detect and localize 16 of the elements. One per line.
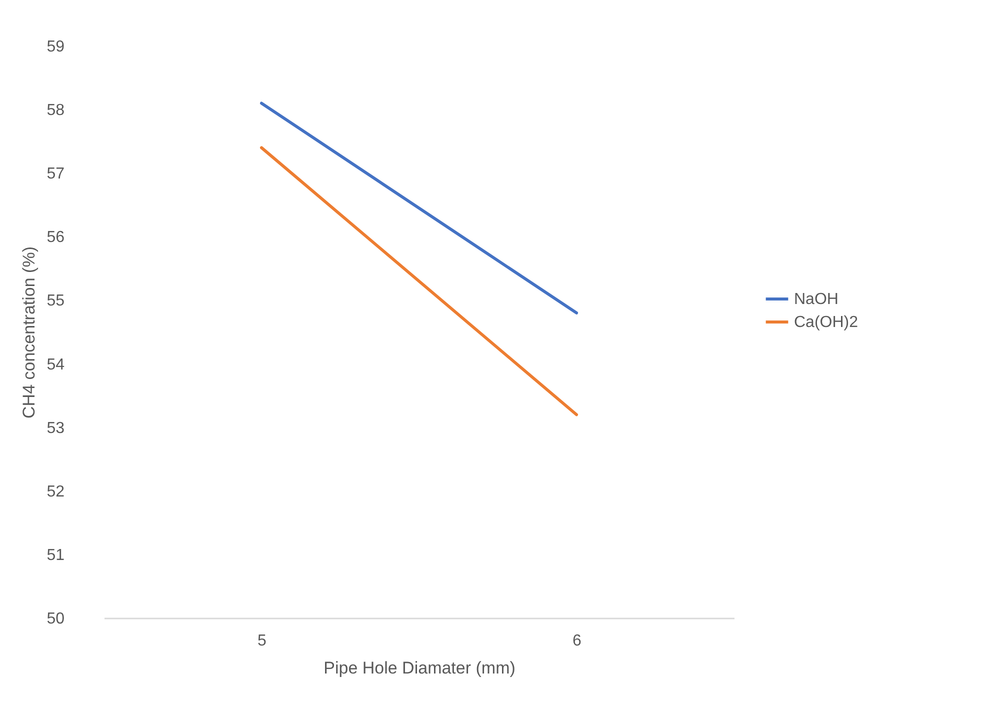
y-tick-label: 57 — [46, 166, 65, 183]
x-tick-label: 6 — [572, 632, 582, 650]
x-tick-label: 5 — [258, 632, 267, 650]
y-tick-label: 59 — [46, 38, 65, 56]
y-tick-label: 54 — [46, 356, 65, 374]
x-axis-title: Pipe Hole Diamater (mm) — [324, 658, 516, 678]
y-tick-label: 51 — [46, 546, 65, 564]
y-tick-label: 55 — [46, 292, 65, 310]
y-tick-label: 56 — [46, 229, 65, 246]
legend-label: Ca(OH)2 — [794, 314, 858, 331]
y-tick-label: 58 — [46, 102, 65, 120]
y-tick-label: 52 — [46, 483, 65, 500]
y-axis-title: CH4 concentration (%) — [20, 246, 39, 418]
legend-label: NaOH — [794, 291, 838, 308]
y-tick-label: 53 — [46, 420, 65, 437]
y-tick-label: 50 — [46, 610, 65, 628]
